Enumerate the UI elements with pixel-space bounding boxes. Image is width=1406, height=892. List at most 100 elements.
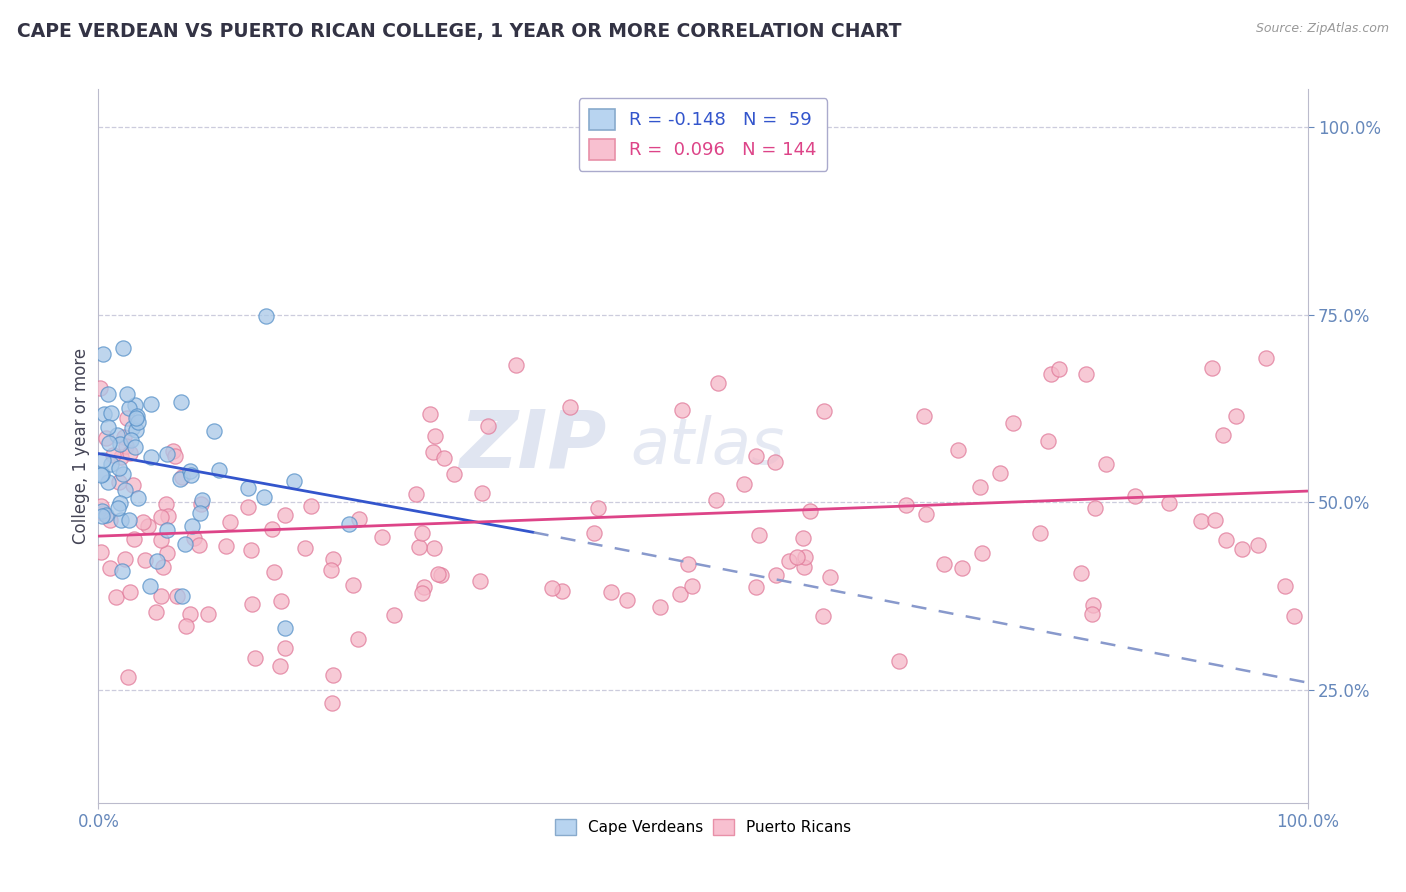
Point [117,670,139,684]
Point [1029,526,1052,541]
Point [150,589,173,603]
Point [122,477,145,491]
Point [121,421,143,435]
Point [1282,608,1305,623]
Point [676,557,699,571]
Point [346,632,368,646]
Point [120,585,142,599]
Point [818,570,841,584]
Point [349,511,371,525]
Point [419,407,441,421]
Point [94,431,117,445]
Point [90,503,112,517]
Point [236,481,259,495]
Point [253,491,276,505]
Point [197,607,219,621]
Point [813,403,835,417]
Point [124,440,146,454]
Point [322,668,344,682]
Point [101,448,124,462]
Point [321,562,343,576]
Point [239,543,262,558]
Point [110,450,132,464]
Point [1212,428,1234,442]
Point [139,579,162,593]
Point [915,507,938,521]
Point [100,457,122,471]
Point [155,497,177,511]
Point [100,406,122,420]
Point [427,567,450,582]
Point [156,447,179,461]
Point [112,430,135,444]
Point [745,581,768,595]
Point [468,574,491,588]
Point [91,453,114,467]
Point [1047,361,1070,376]
Point [322,552,344,566]
Point [1081,598,1104,612]
Point [1201,360,1223,375]
Point [1274,578,1296,592]
Point [681,579,703,593]
Y-axis label: College, 1 year or more: College, 1 year or more [72,348,90,544]
Point [166,590,188,604]
Point [669,587,692,601]
Point [152,559,174,574]
Point [157,508,180,523]
Point [932,557,955,571]
Point [321,696,343,710]
Point [125,411,148,425]
Point [120,433,142,447]
Text: atlas: atlas [630,415,785,477]
Point [408,541,430,555]
Point [411,586,433,600]
Point [104,591,127,605]
Point [138,519,160,533]
Point [187,538,209,552]
Point [97,386,120,401]
Point [969,480,991,494]
Point [107,461,129,475]
Point [139,397,162,411]
Point [425,429,447,443]
Point [124,398,146,412]
Point [90,467,112,482]
Point [219,516,242,530]
Point [165,449,187,463]
Point [273,508,295,523]
Point [91,347,114,361]
Point [792,531,814,545]
Point [763,455,786,469]
Point [1247,538,1270,552]
Point [541,581,564,595]
Point [91,506,114,520]
Point [118,513,141,527]
Point [270,593,292,607]
Point [1095,457,1118,471]
Point [125,424,148,438]
Point [1040,367,1063,381]
Point [139,450,162,464]
Point [114,439,136,453]
Point [124,532,146,546]
Point [111,564,134,578]
Point [972,546,994,560]
Point [946,442,969,457]
Point [149,509,172,524]
Point [793,559,815,574]
Point [90,499,112,513]
Point [180,519,202,533]
Point [114,483,136,497]
Point [413,580,436,594]
Point [162,444,184,458]
Point [150,533,173,548]
Point [202,424,225,438]
Point [1084,501,1107,516]
Point [600,584,623,599]
Point [616,593,638,607]
Point [1038,434,1060,448]
Point [263,565,285,579]
Point [114,552,136,566]
Point [988,466,1011,480]
